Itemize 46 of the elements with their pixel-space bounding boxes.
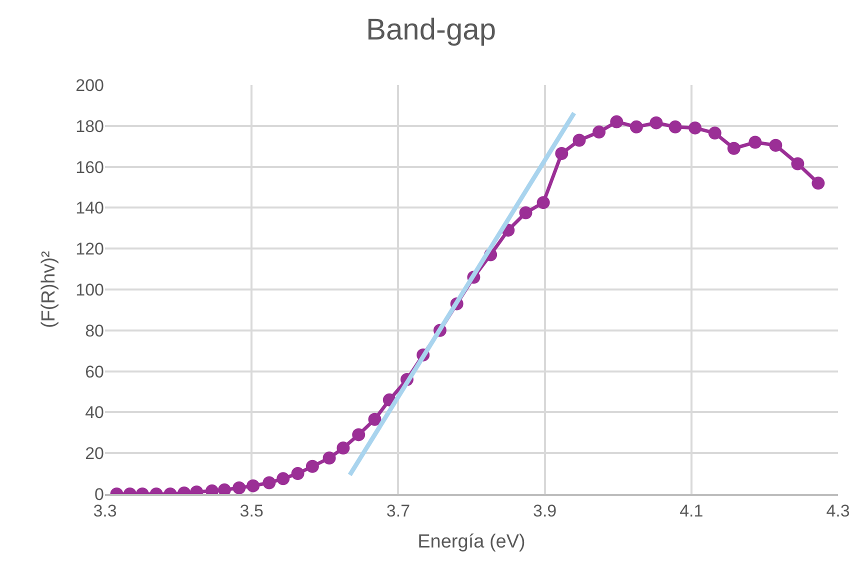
x-axis-title: Energía (eV) <box>418 532 526 553</box>
point <box>291 467 304 480</box>
point <box>246 479 260 492</box>
y-tick-label: 40 <box>85 403 104 422</box>
point <box>791 157 804 170</box>
point <box>572 134 586 147</box>
y-tick-label: 120 <box>76 240 104 259</box>
point <box>668 120 682 134</box>
y-tick-label: 0 <box>94 484 104 504</box>
x-tick-label: 3.3 <box>93 501 117 520</box>
y-tick-label: 180 <box>76 116 104 136</box>
point <box>708 126 722 140</box>
point <box>812 176 825 190</box>
point <box>276 472 290 486</box>
point <box>322 452 336 465</box>
y-tick-label: 100 <box>76 280 104 300</box>
chart-title: Band-gap <box>366 13 496 46</box>
point <box>262 476 276 490</box>
point <box>630 120 643 134</box>
point <box>748 136 762 149</box>
x-tick-label: 3.9 <box>532 501 557 520</box>
x-tick-label: 3.7 <box>386 501 410 520</box>
point <box>727 142 740 155</box>
point <box>368 412 382 426</box>
y-tick-label: 140 <box>76 198 104 218</box>
point <box>232 481 246 494</box>
point <box>592 126 606 139</box>
point <box>519 206 532 220</box>
point <box>610 115 624 128</box>
point <box>688 121 702 134</box>
x-tick-label: 4.1 <box>680 501 704 520</box>
point <box>306 460 319 473</box>
point <box>555 147 568 160</box>
point <box>536 196 550 210</box>
point <box>352 428 366 442</box>
point <box>336 441 350 454</box>
x-tick-label: 3.5 <box>240 501 264 520</box>
y-axis-title: (F(R)hv)² <box>38 250 60 328</box>
x-tick-label: 4.3 <box>826 501 850 520</box>
point <box>650 116 663 130</box>
y-tick-label: 160 <box>76 158 104 177</box>
y-tick-label: 200 <box>76 76 104 95</box>
point <box>769 138 782 152</box>
y-tick-label: 80 <box>85 321 104 340</box>
y-tick-label: 60 <box>85 362 104 382</box>
y-tick-label: 20 <box>85 444 104 464</box>
